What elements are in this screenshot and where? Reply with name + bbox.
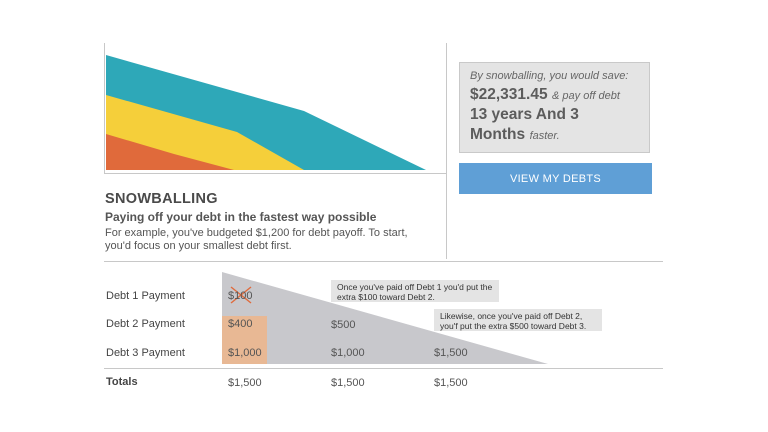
orange-debt-area xyxy=(106,134,234,170)
section-subtitle: Paying off your debt in the fastest way … xyxy=(105,210,377,224)
debt-2-cell-2: $500 xyxy=(331,319,356,331)
row-label-debt-3: Debt 3 Payment xyxy=(106,347,185,359)
snowball-chart-svg xyxy=(106,55,426,170)
vertical-divider xyxy=(446,43,447,259)
snowball-wedge xyxy=(222,272,548,364)
snowball-area-chart xyxy=(104,43,446,175)
debt-2-cell-1: $400 xyxy=(228,318,253,330)
savings-summary-box: By snowballing, you would save: $22,331.… xyxy=(459,62,650,153)
totals-cell-2: $1,500 xyxy=(331,377,365,389)
chart-left-border xyxy=(104,43,105,173)
strike-line-2 xyxy=(230,286,252,304)
totals-cell-1: $1,500 xyxy=(228,377,262,389)
row-label-debt-1: Debt 1 Payment xyxy=(106,290,185,302)
debt-3-cell-3: $1,500 xyxy=(434,347,468,359)
debt-1-cell-1: $100 xyxy=(228,290,253,302)
row-label-debt-2: Debt 2 Payment xyxy=(106,318,185,330)
totals-divider xyxy=(104,368,663,369)
savings-amount-suffix: & pay off debt xyxy=(552,90,620,102)
debt-3-cell-1: $1,000 xyxy=(228,347,262,359)
savings-amount: $22,331.45 xyxy=(470,86,548,103)
tooltip-debt-1: Once you've paid off Debt 1 you'd put th… xyxy=(331,280,499,302)
section-divider xyxy=(104,261,663,262)
totals-cell-3: $1,500 xyxy=(434,377,468,389)
section-description: For example, you've budgeted $1,200 for … xyxy=(105,227,408,252)
view-my-debts-button[interactable]: VIEW MY DEBTS xyxy=(459,163,652,194)
payoff-time-suffix: faster. xyxy=(529,130,560,142)
debt-3-cell-2: $1,000 xyxy=(331,347,365,359)
chart-baseline xyxy=(104,173,446,174)
savings-intro: By snowballing, you would save: xyxy=(470,70,629,82)
section-title: SNOWBALLING xyxy=(105,191,218,207)
tooltip-debt-2: Likewise, once you've paid off Debt 2, y… xyxy=(434,309,602,331)
totals-label: Totals xyxy=(106,376,138,388)
payoff-time: 13 years And 3 Months xyxy=(470,106,579,143)
debt-column-highlight xyxy=(222,316,267,364)
